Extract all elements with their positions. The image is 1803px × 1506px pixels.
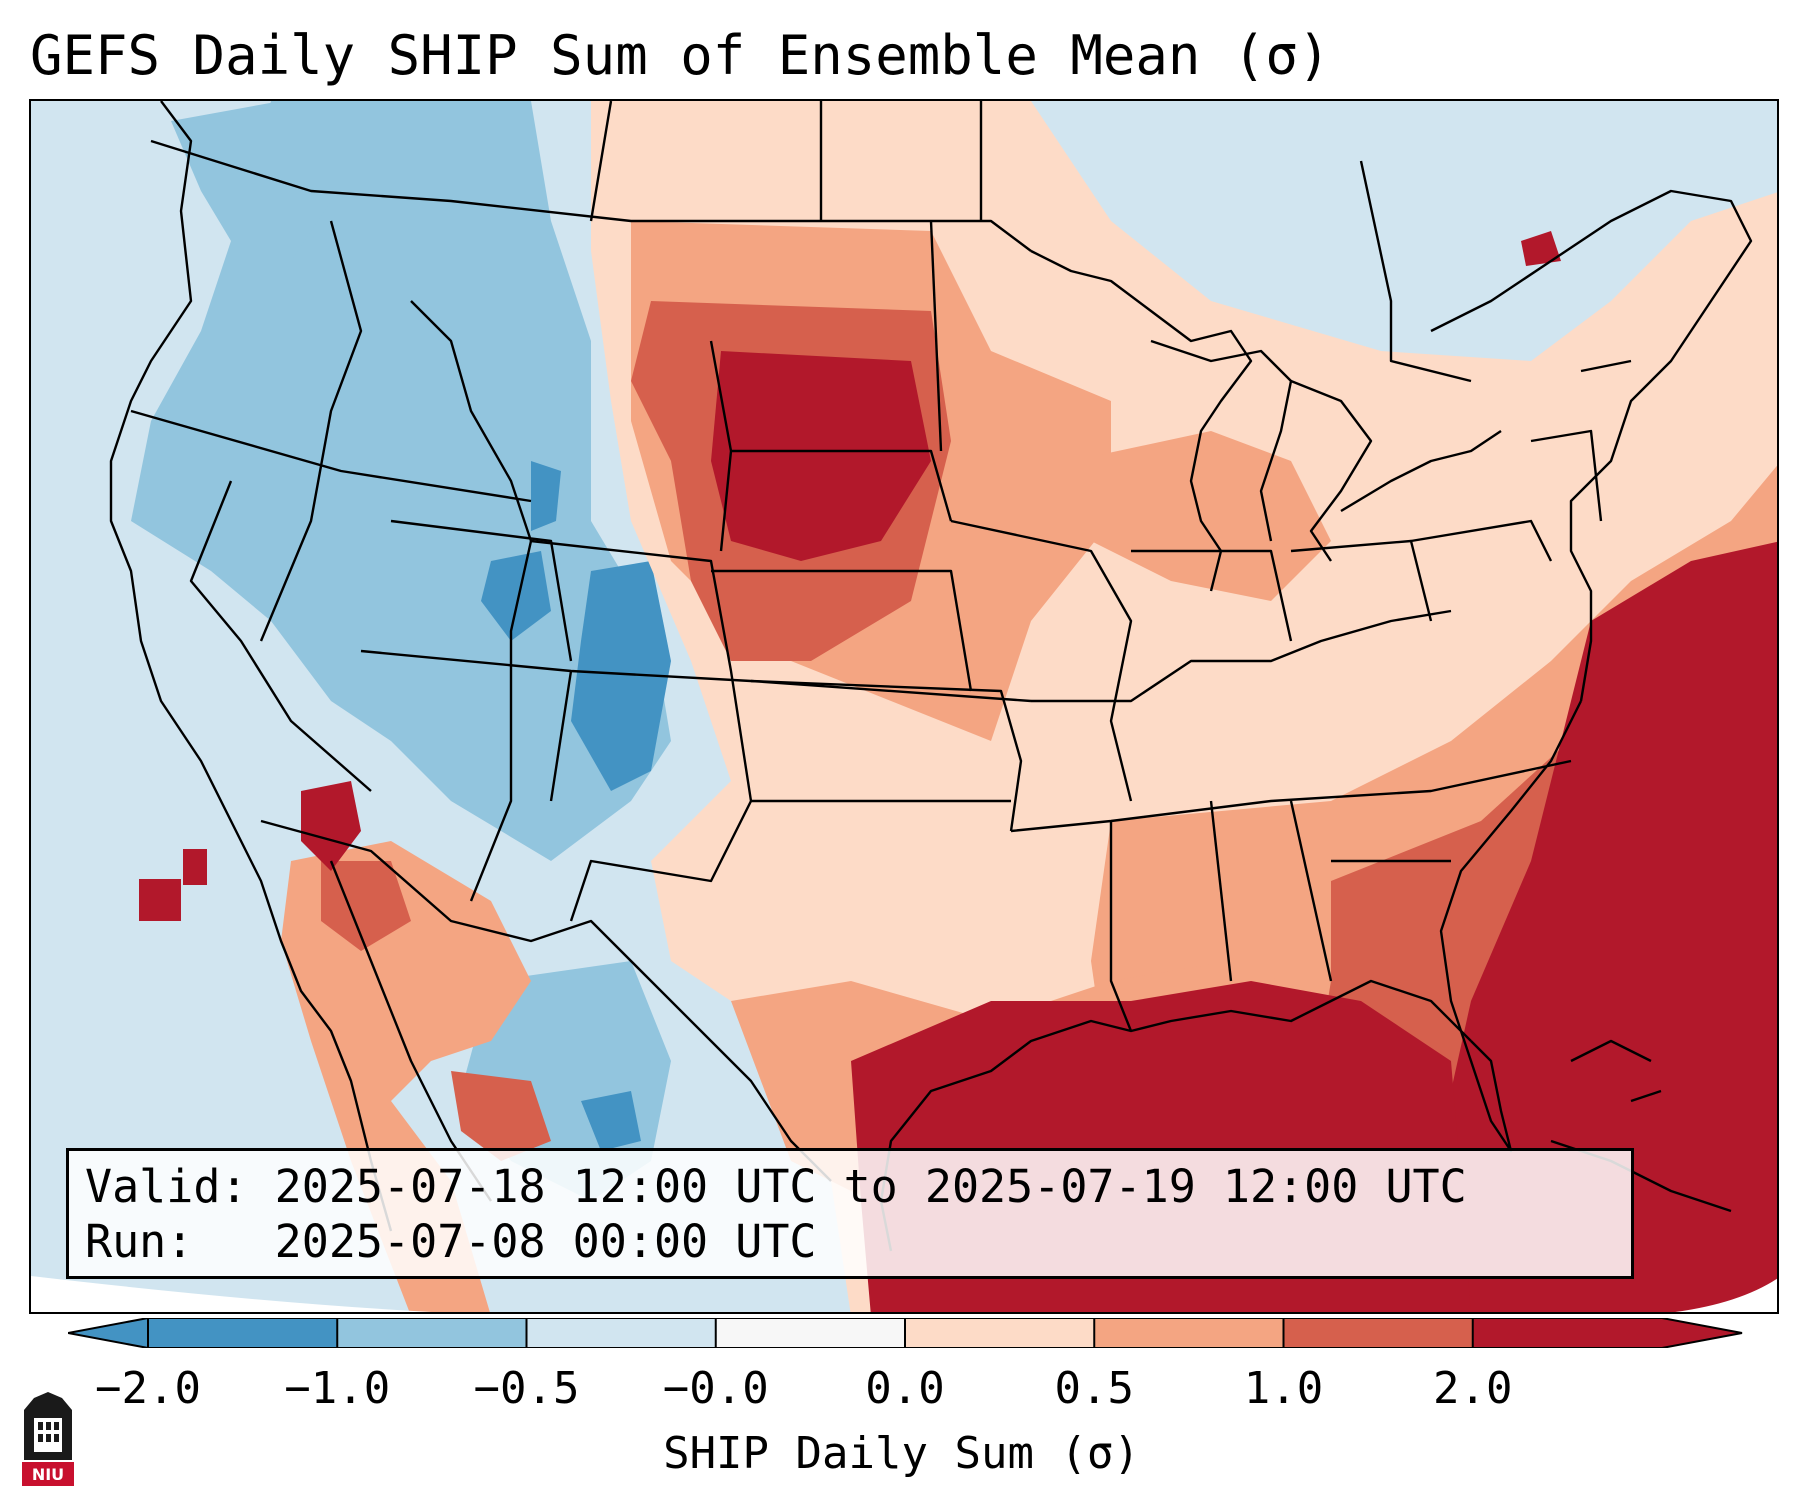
field-mexico-deep-blue [581, 1091, 641, 1151]
niu-logo-icon: NIU [22, 1392, 74, 1486]
colorbar-tick-label: 2.0 [1433, 1363, 1513, 1414]
colorbar-tick-label: −0.5 [473, 1363, 580, 1414]
valid-run-info-box: Valid: 2025-07-18 12:00 UTC to 2025-07-1… [66, 1148, 1634, 1279]
colorbar-segments [68, 1318, 1742, 1348]
niu-logo-text: NIU [32, 1465, 64, 1484]
domain-edge-bottom-left [31, 1276, 432, 1312]
field-southwest-darkred [321, 861, 411, 951]
colorbar-segment [905, 1318, 1095, 1348]
colorbar-segment [1472, 1318, 1742, 1348]
valid-label: Valid: [85, 1160, 248, 1213]
colorbar-tick-label: 1.0 [1243, 1363, 1324, 1414]
map-panel [29, 99, 1779, 1314]
colorbar-segment [337, 1318, 527, 1348]
field-wy-deep-blue [531, 461, 561, 531]
field-southwest-medred [281, 841, 531, 1312]
field-atlantic-deepred [1431, 541, 1777, 1312]
boundaries [109, 101, 1753, 1252]
valid-value: 2025-07-18 12:00 UTC to 2025-07-19 12:00… [274, 1160, 1467, 1213]
field-sd-deepred [711, 351, 931, 561]
colorbar-tick-label: −0.0 [662, 1363, 769, 1414]
field-ca-deepred [301, 781, 361, 871]
colorbar-tick-label: 0.0 [865, 1363, 945, 1414]
colorbar-segment [715, 1318, 906, 1348]
colorbar-tick-label: −2.0 [95, 1363, 201, 1414]
field-ne-deepred [1521, 231, 1561, 266]
colorbar-segment [1094, 1318, 1284, 1348]
field-pnw-blue [171, 101, 331, 261]
map-title: GEFS Daily SHIP Sum of Ensemble Mean (σ) [30, 24, 1331, 87]
field-utah-deep-blue [481, 551, 551, 641]
run-value: 2025-07-08 00:00 UTC [274, 1215, 817, 1268]
field-pacific-deepred-1 [139, 879, 181, 921]
field-pacific-deepred-2 [183, 849, 207, 885]
colorbar-label: SHIP Daily Sum (σ) [663, 1428, 1140, 1479]
run-label: Run: [85, 1215, 194, 1268]
colorbar-tick-label: 0.5 [1054, 1363, 1134, 1414]
colorbar-segment [526, 1318, 717, 1348]
domain-edge-bottom-right [1675, 1278, 1777, 1312]
colorbar-tick-label: −1.0 [284, 1363, 391, 1414]
field-mexico-darkred [451, 1071, 551, 1161]
colorbar-segment [1283, 1318, 1474, 1348]
colorbar-outline [68, 1318, 1743, 1348]
colorbar-segment [68, 1318, 338, 1348]
field-colorado-deep-blue [571, 561, 671, 791]
colorbar [68, 1318, 1743, 1348]
map-canvas [31, 101, 1777, 1312]
